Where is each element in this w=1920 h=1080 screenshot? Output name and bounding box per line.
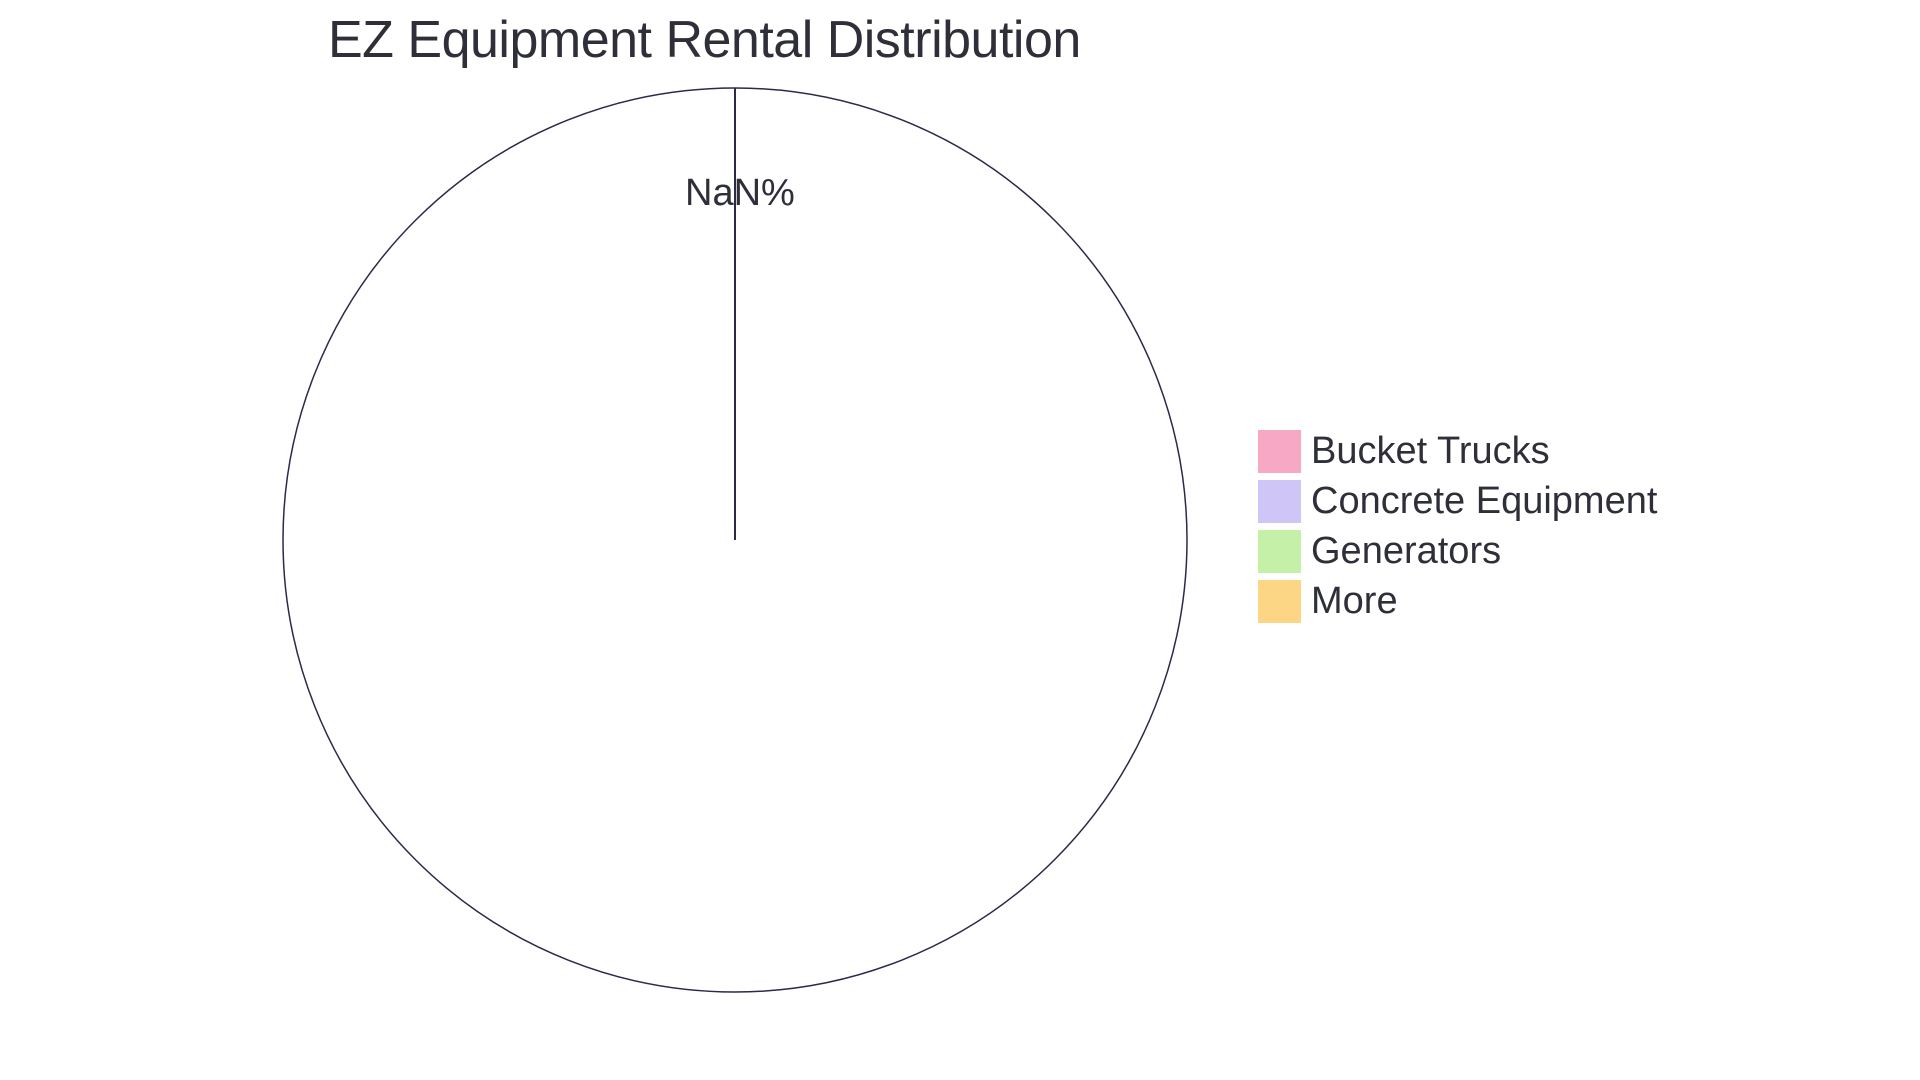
legend-item: Generators	[1258, 530, 1657, 573]
pie-chart	[281, 86, 1189, 994]
legend-item: More	[1258, 580, 1657, 623]
legend-swatch	[1258, 480, 1301, 523]
legend-label: Bucket Trucks	[1311, 430, 1550, 473]
legend: Bucket Trucks Concrete Equipment Generat…	[1258, 430, 1657, 623]
legend-swatch	[1258, 430, 1301, 473]
legend-item: Concrete Equipment	[1258, 480, 1657, 523]
legend-swatch	[1258, 580, 1301, 623]
legend-label: Generators	[1311, 530, 1501, 573]
legend-label: More	[1311, 580, 1398, 623]
legend-item: Bucket Trucks	[1258, 430, 1657, 473]
legend-label: Concrete Equipment	[1311, 480, 1657, 523]
pie-slice-label: NaN%	[685, 172, 795, 215]
chart-title: EZ Equipment Rental Distribution	[328, 10, 1081, 70]
legend-swatch	[1258, 530, 1301, 573]
